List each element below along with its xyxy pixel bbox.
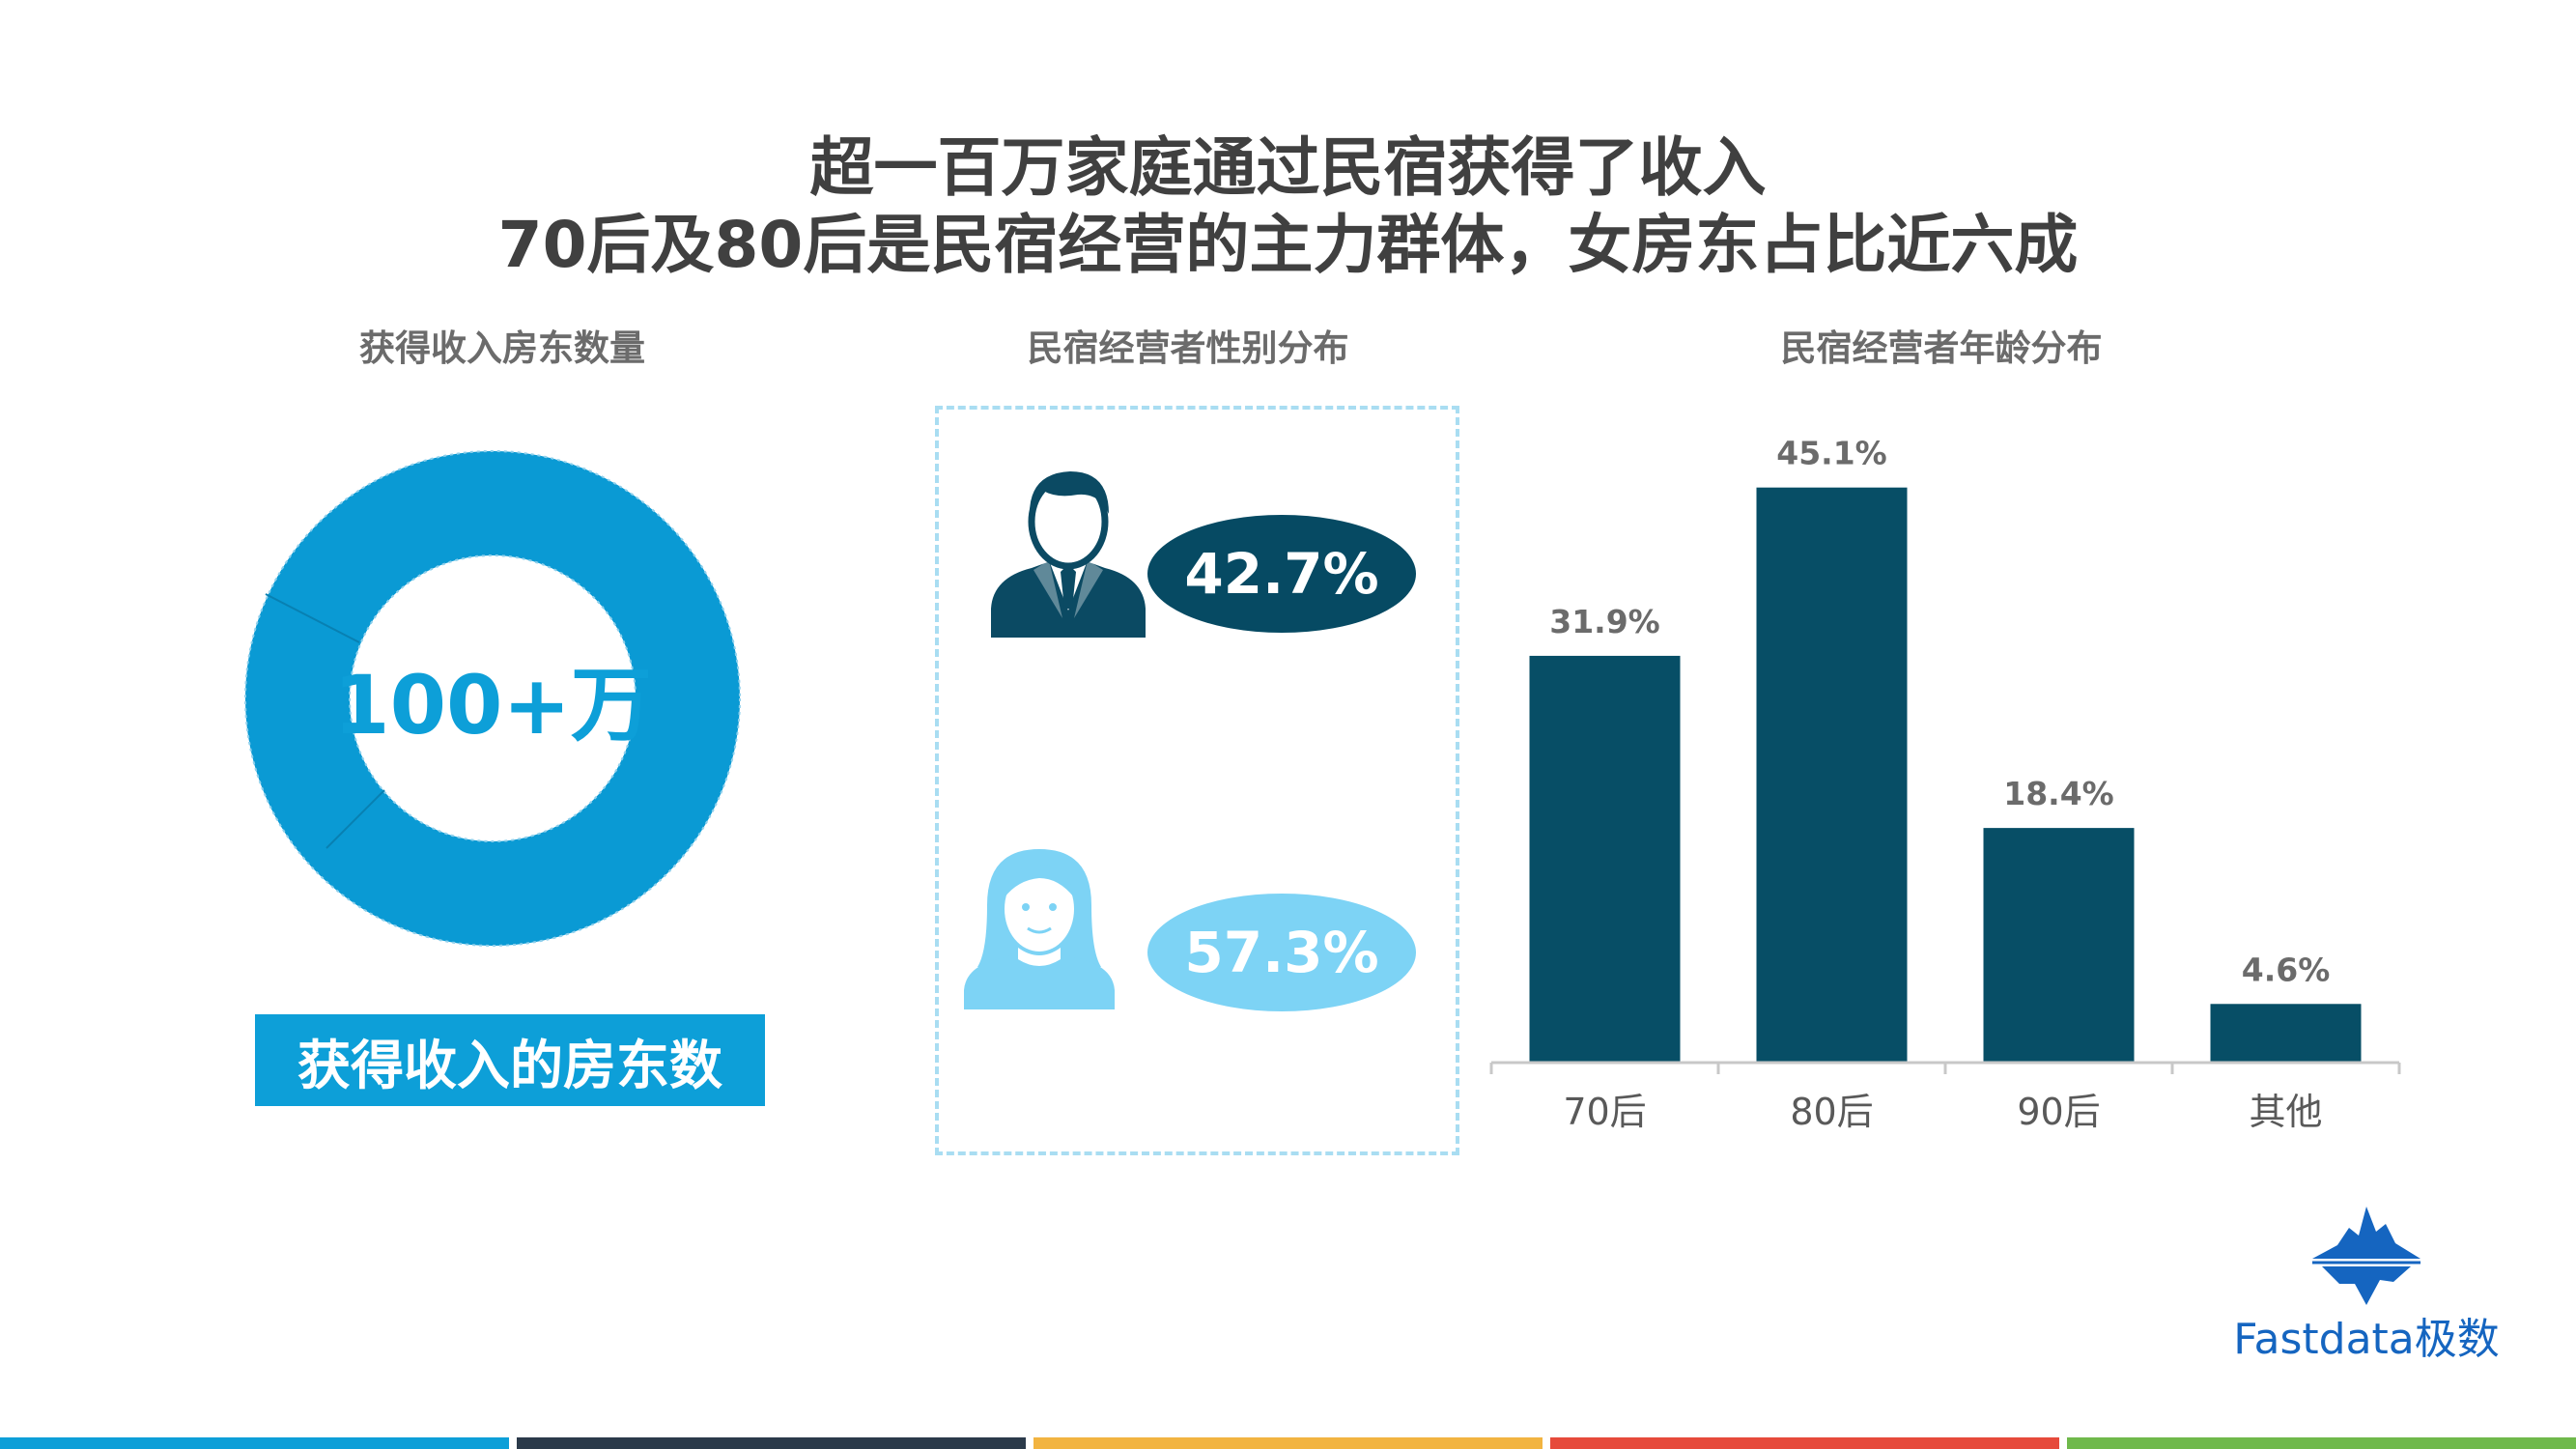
- bar-2: [1983, 828, 2135, 1063]
- bar-0: [1529, 655, 1681, 1063]
- color-stripe-2: [1033, 1437, 1543, 1449]
- x-axis-ticks: [1489, 1063, 2401, 1074]
- color-stripe-3: [1550, 1437, 2059, 1449]
- income-donut: 100+万: [241, 447, 744, 950]
- age-section-title: 民宿经营者年龄分布: [1780, 327, 2103, 369]
- female-percentage: 57.3%: [1147, 894, 1416, 1011]
- male-percentage: 42.7%: [1147, 515, 1416, 633]
- bar-value-label-1: 45.1%: [1776, 435, 1887, 472]
- brand-logo-text: Fastdata极数: [2233, 1315, 2500, 1364]
- bar-value-label-0: 31.9%: [1549, 603, 1660, 640]
- category-label-3: 其他: [2249, 1091, 2322, 1133]
- income-label-box: 获得收入的房东数: [255, 1014, 765, 1106]
- gender-panel: [935, 406, 1459, 1155]
- bar-value-labels: 31.9% 45.1% 18.4% 4.6%: [1549, 435, 2330, 989]
- bar-value-label-2: 18.4%: [2003, 775, 2114, 812]
- page-title-line-1: 超一百万家庭通过民宿获得了收入: [809, 130, 1767, 205]
- category-label-1: 80后: [1790, 1091, 1873, 1133]
- category-label-0: 70后: [1563, 1091, 1646, 1133]
- color-stripe-4: [2067, 1437, 2576, 1449]
- page-title-line-2: 70后及80后是民宿经营的主力群体，女房东占比近六成: [497, 208, 2079, 282]
- bar-value-label-3: 4.6%: [2242, 951, 2331, 988]
- gender-section-title: 民宿经营者性别分布: [1027, 327, 1349, 369]
- male-avatar-icon: [991, 471, 1146, 638]
- bar-1: [1756, 487, 1908, 1063]
- female-avatar-icon: [964, 849, 1115, 1009]
- donut-ring: [244, 450, 741, 947]
- bottom-color-stripes: [0, 1437, 2576, 1449]
- income-section-title: 获得收入房东数量: [359, 327, 645, 369]
- bar-3: [2210, 1004, 2362, 1063]
- category-labels: 70后 80后 90后 其他: [1563, 1091, 2322, 1133]
- income-center-value: 100+万: [333, 657, 652, 753]
- category-label-2: 90后: [2017, 1091, 2100, 1133]
- age-bar-chart: 31.9% 45.1% 18.4% 4.6% 70后 80后 90后 其他: [1489, 435, 2401, 1133]
- bar-series: [1529, 487, 2362, 1063]
- color-stripe-0: [0, 1437, 509, 1449]
- color-stripe-1: [517, 1437, 1026, 1449]
- iceberg-logo-icon: [2312, 1207, 2420, 1305]
